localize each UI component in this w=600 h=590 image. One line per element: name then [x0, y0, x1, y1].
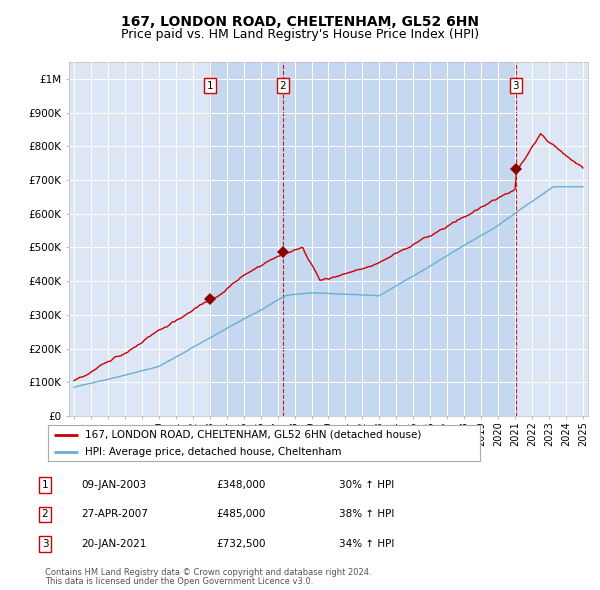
Text: This data is licensed under the Open Government Licence v3.0.: This data is licensed under the Open Gov…: [45, 576, 313, 586]
Text: Contains HM Land Registry data © Crown copyright and database right 2024.: Contains HM Land Registry data © Crown c…: [45, 568, 371, 577]
Text: 167, LONDON ROAD, CHELTENHAM, GL52 6HN: 167, LONDON ROAD, CHELTENHAM, GL52 6HN: [121, 15, 479, 30]
Text: 30% ↑ HPI: 30% ↑ HPI: [339, 480, 394, 490]
Text: 167, LONDON ROAD, CHELTENHAM, GL52 6HN (detached house): 167, LONDON ROAD, CHELTENHAM, GL52 6HN (…: [85, 430, 421, 440]
Text: 1: 1: [207, 81, 214, 90]
Text: Price paid vs. HM Land Registry's House Price Index (HPI): Price paid vs. HM Land Registry's House …: [121, 28, 479, 41]
Bar: [210, 62, 283, 416]
Text: 27-APR-2007: 27-APR-2007: [81, 510, 148, 519]
Text: 38% ↑ HPI: 38% ↑ HPI: [339, 510, 394, 519]
Text: 1: 1: [41, 480, 49, 490]
Text: HPI: Average price, detached house, Cheltenham: HPI: Average price, detached house, Chel…: [85, 447, 341, 457]
Text: 34% ↑ HPI: 34% ↑ HPI: [339, 539, 394, 549]
Text: £485,000: £485,000: [216, 510, 265, 519]
Text: 09-JAN-2003: 09-JAN-2003: [81, 480, 146, 490]
Text: £732,500: £732,500: [216, 539, 265, 549]
Bar: [283, 62, 516, 416]
Text: 20-JAN-2021: 20-JAN-2021: [81, 539, 146, 549]
Text: 3: 3: [512, 81, 519, 90]
Text: 2: 2: [41, 510, 49, 519]
Text: £348,000: £348,000: [216, 480, 265, 490]
Text: 3: 3: [41, 539, 49, 549]
Text: 2: 2: [280, 81, 286, 90]
